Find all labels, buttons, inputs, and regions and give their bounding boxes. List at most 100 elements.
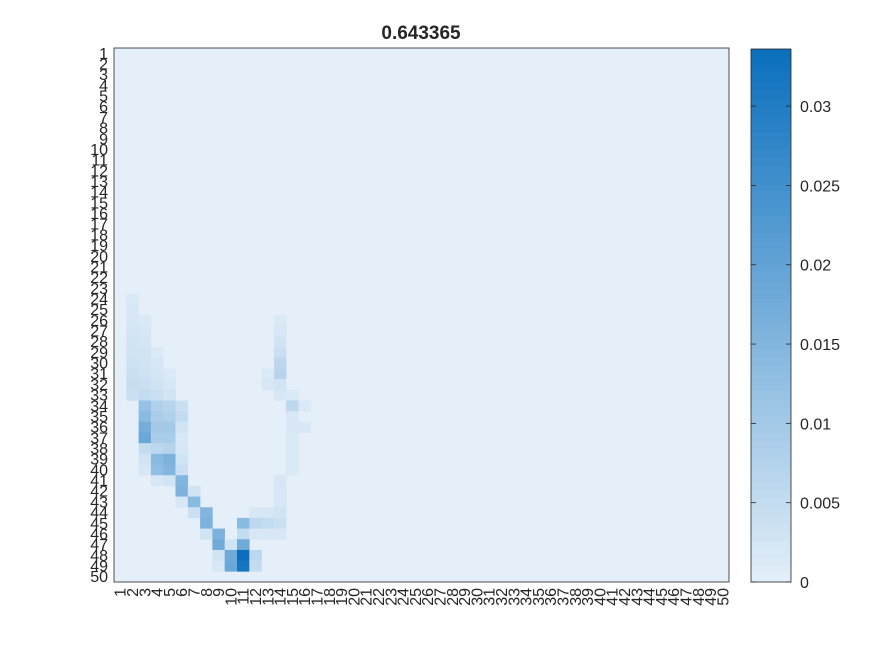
y-tick-label: 33 [90,388,108,405]
heatmap-cell [261,507,275,519]
x-tick-label: 24 [396,588,413,606]
colorbar-band [751,382,791,391]
colorbar-tick-label: 0.03 [800,99,831,116]
y-tick-label: 20 [90,249,108,266]
x-tick-label: 8 [199,588,216,597]
heatmap-cell [138,379,152,391]
x-tick-label: 23 [383,588,400,606]
heatmap-cell [273,389,287,401]
heatmap-cell [261,379,275,391]
heatmap-cell [175,464,189,476]
colorbar-band [751,240,791,250]
heatmap-cell [150,421,164,433]
y-tick-label: 15 [90,195,108,212]
heatmap-cell [261,528,275,540]
heatmap-cell [212,549,225,561]
heatmap-cell [200,528,213,540]
colorbar-band [751,57,791,67]
heatmap-cell [286,464,299,476]
colorbar-band [751,73,791,83]
x-tick-label: 30 [469,588,486,606]
heatmap-cell [138,347,152,359]
x-tick-label: 16 [297,588,314,606]
colorbar-band [751,165,791,175]
heatmap-cell [163,453,176,465]
colorbar-band [751,207,791,216]
colorbar-band [751,565,791,575]
x-tick-label: 49 [703,588,720,606]
y-tick-label: 25 [90,302,108,319]
y-tick-label: 27 [90,324,108,341]
heatmap-cell [273,475,287,487]
colorbar-tick-label: 0.02 [800,258,831,275]
x-tick-label: 13 [260,588,277,606]
heatmap-cell [138,325,152,337]
heatmap-cell [286,443,299,455]
colorbar-band [751,498,791,508]
x-tick-label: 14 [273,588,290,606]
y-tick-label: 4 [99,78,108,95]
heatmap-cell [163,379,176,391]
heatmap-cell [212,560,225,572]
colorbar-band [751,307,791,316]
heatmap-cell [138,368,152,380]
heatmap-cell [273,528,287,540]
colorbar-band [751,198,791,208]
heatmap-cell [273,485,287,497]
colorbar-band [751,532,791,541]
y-tick-label: 6 [99,99,108,116]
heatmap-cell [175,421,189,433]
colorbar-band [751,340,791,350]
colorbar-band [751,573,791,583]
y-tick-label: 46 [90,526,108,543]
y-tick-label: 43 [90,494,108,511]
colorbar-band [751,157,791,166]
x-tick-label: 4 [150,588,167,597]
y-tick-label: 22 [90,270,108,287]
x-tick-label: 48 [691,588,708,606]
colorbar-band [751,265,791,275]
x-tick-label: 42 [617,588,634,606]
y-tick-label: 12 [90,163,108,180]
heatmap-cell [126,357,139,369]
x-tick-label: 11 [236,588,253,605]
heatmap-cell [261,368,275,380]
x-tick-label: 36 [543,588,560,606]
x-tick-label: 3 [137,588,154,597]
heatmap-cell [249,528,262,540]
heatmap-cell [261,517,275,529]
colorbar-band [751,515,791,525]
heatmap-cell [224,549,238,561]
heatmap-cell [273,517,287,529]
heatmap-cell [273,368,287,380]
heatmap-cell [175,443,189,455]
heatmap-cell [273,496,287,508]
colorbar-band [751,182,791,191]
heatmap-cell [150,357,164,369]
heatmap-cell [150,411,164,423]
heatmap-cell [286,421,299,433]
heatmap-cell [298,400,312,412]
heatmap-cell [237,517,250,529]
heatmap-cell [163,421,176,433]
colorbar-band [751,490,791,500]
x-tick-label: 7 [186,588,203,597]
plot-border [113,47,730,583]
heatmap-cell [237,528,250,540]
colorbar-band [751,390,791,400]
heatmap-cell [138,421,152,433]
colorbar-band [751,357,791,366]
heatmap-cell [187,485,201,497]
heatmap-background [114,48,729,582]
colorbar-band [751,440,791,450]
x-tick-label: 15 [285,588,302,606]
colorbar-band [751,148,791,158]
x-tick-label: 40 [592,588,609,606]
x-tick-label: 39 [580,588,597,606]
colorbar-band [751,65,791,75]
y-tick-label: 24 [90,291,108,308]
heatmap-cell [187,507,201,519]
heatmap-cell [163,475,176,487]
colorbar-tick-label: 0 [800,575,809,592]
